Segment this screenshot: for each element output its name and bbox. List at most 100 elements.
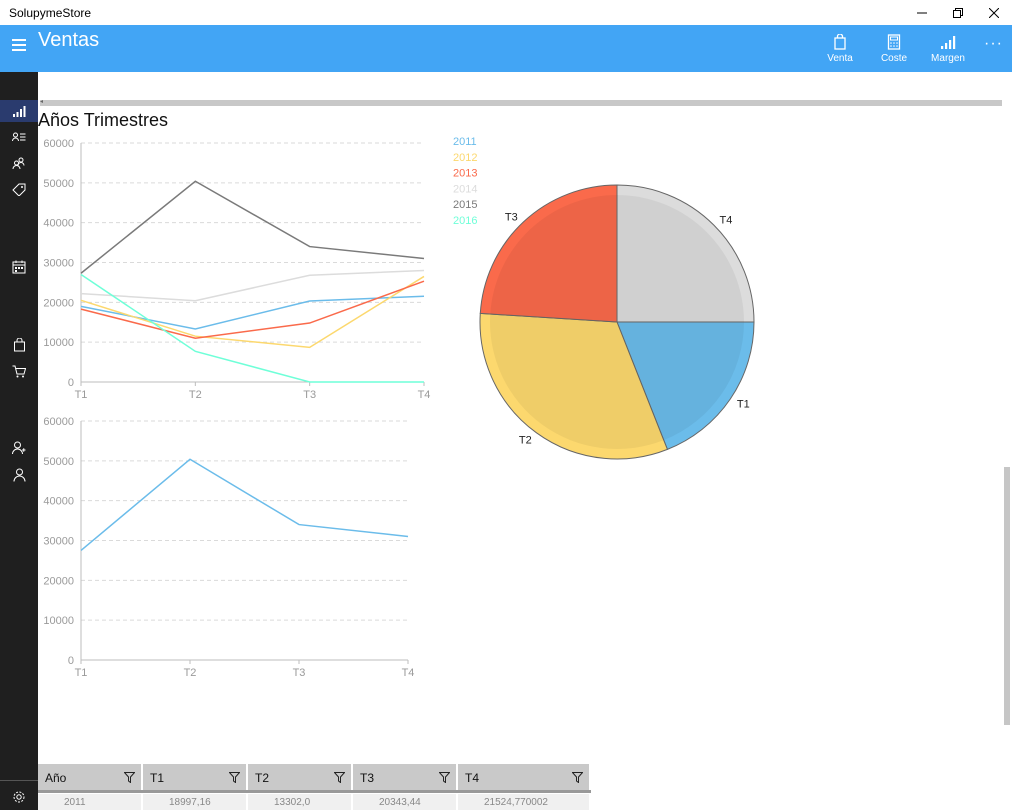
x-tick-label: T1 xyxy=(75,667,88,679)
table-cell[interactable]: 21524,770002 xyxy=(458,794,591,810)
column-header-label: Año xyxy=(45,771,67,785)
table-cell[interactable]: 2011 xyxy=(38,794,143,810)
y-tick-label: 10000 xyxy=(43,337,74,349)
chart-legend: 2011 2012 2013 2014 2015 2016 xyxy=(453,136,477,227)
hamburger-icon xyxy=(12,39,26,51)
shopping-bag-icon xyxy=(834,34,846,50)
sidebar-divider xyxy=(0,780,38,781)
filter-icon[interactable] xyxy=(228,772,241,786)
sidebar-item-calendar[interactable] xyxy=(6,257,32,277)
pie-label-T4: T4 xyxy=(720,214,733,226)
y-tick-label: 0 xyxy=(68,377,74,389)
sidebar xyxy=(0,72,38,810)
pie-slice-T1 xyxy=(616,321,755,451)
filter-icon[interactable] xyxy=(123,772,136,786)
column-header-2[interactable]: T2 xyxy=(248,764,353,791)
sidebar-item-user[interactable] xyxy=(6,465,32,485)
y-tick-label: 30000 xyxy=(43,258,74,270)
y-tick-label: 50000 xyxy=(43,456,74,468)
pie-label-T3: T3 xyxy=(505,211,518,223)
table-cell[interactable]: 20343,44 xyxy=(353,794,458,810)
section-title: Años Trimestres xyxy=(38,110,169,130)
main-content: ◂ Años Trimestres 0 10000 20000 30000 40000 5… xyxy=(38,72,1012,810)
sidebar-item-contacts[interactable] xyxy=(6,127,32,147)
pie-slice-inner xyxy=(490,195,617,322)
legend-item-2014: 2014 xyxy=(453,183,477,195)
series-line-2015 xyxy=(80,180,425,274)
column-header-4[interactable]: T4 xyxy=(458,764,591,791)
pie-slice-inner xyxy=(490,314,664,449)
margen-label: Margen xyxy=(931,53,965,64)
scroll-left-icon[interactable]: ◂ xyxy=(40,99,44,105)
grid-scrollbar[interactable] xyxy=(38,790,591,793)
line-chart-single: 0 10000 20000 30000 40000 50000 60000 T1 T2 T3 T4 xyxy=(43,416,414,679)
table-cell[interactable]: 18997,16 xyxy=(143,794,248,810)
series-line-2014 xyxy=(80,269,425,302)
series-line-0 xyxy=(80,458,409,552)
sidebar-item-shopping[interactable] xyxy=(6,335,32,355)
y-tick-label: 60000 xyxy=(43,138,74,150)
margen-button[interactable]: Margen xyxy=(922,34,974,70)
calendar-icon xyxy=(12,260,26,274)
column-header-1[interactable]: T1 xyxy=(143,764,248,791)
close-icon xyxy=(989,7,999,18)
cart-icon xyxy=(12,365,26,377)
legend-item-2011: 2011 xyxy=(453,136,477,148)
column-header-0[interactable]: Año xyxy=(38,764,143,791)
restore-button[interactable] xyxy=(940,0,976,25)
pie-slice-T4 xyxy=(616,184,755,323)
x-tick-label: T3 xyxy=(303,389,316,401)
x-tick-label: T3 xyxy=(293,667,306,679)
y-tick-label: 10000 xyxy=(43,615,74,627)
line-chart-years: 0 10000 20000 30000 40000 50000 60000 T1 T2 T3 T4 xyxy=(43,138,430,401)
contact-icon xyxy=(12,441,26,455)
y-tick-label: 50000 xyxy=(43,178,74,190)
y-tick-label: 20000 xyxy=(43,297,74,309)
coste-button[interactable]: Coste xyxy=(868,34,920,70)
legend-item-2012: 2012 xyxy=(453,152,477,164)
pie-slice-T2 xyxy=(479,312,669,460)
person-icon xyxy=(13,468,25,482)
filter-icon[interactable] xyxy=(333,772,346,786)
minimize-button[interactable] xyxy=(904,0,940,25)
pie-chart: T1 T2 T3 T4 xyxy=(479,184,755,460)
contact-list-icon xyxy=(12,132,26,142)
table-cell[interactable]: 13302,0 xyxy=(248,794,353,810)
hamburger-menu-button[interactable] xyxy=(8,35,30,55)
x-tick-label: T4 xyxy=(418,389,431,401)
column-header-label: T1 xyxy=(150,771,165,785)
x-tick-label: T2 xyxy=(184,667,197,679)
vertical-scrollbar[interactable] xyxy=(1004,467,1010,725)
horizontal-scrollbar[interactable] xyxy=(40,100,1002,106)
pie-slice-inner xyxy=(617,195,744,322)
column-header-label: T2 xyxy=(255,771,270,785)
pie-label-T2: T2 xyxy=(519,434,532,446)
people-icon xyxy=(12,157,25,169)
page-title: Ventas xyxy=(38,29,100,51)
x-tick-label: T1 xyxy=(75,389,88,401)
venta-button[interactable]: Venta xyxy=(814,34,866,70)
sidebar-item-ventas[interactable] xyxy=(0,100,38,122)
calculator-icon xyxy=(887,34,901,50)
series-line-2016 xyxy=(80,273,424,383)
sidebar-item-people[interactable] xyxy=(6,153,32,173)
x-tick-label: T2 xyxy=(189,389,202,401)
settings-icon xyxy=(13,791,25,803)
series-line-2012 xyxy=(80,275,425,349)
coste-label: Coste xyxy=(880,53,908,64)
y-tick-label: 30000 xyxy=(43,536,74,548)
column-header-label: T3 xyxy=(360,771,375,785)
column-header-3[interactable]: T3 xyxy=(353,764,458,791)
close-button[interactable] xyxy=(976,0,1012,25)
filter-icon[interactable] xyxy=(438,772,451,786)
sidebar-item-cart[interactable] xyxy=(6,361,32,381)
y-tick-label: 40000 xyxy=(43,496,74,508)
more-button[interactable]: ··· xyxy=(984,35,1003,52)
series-line-2013 xyxy=(80,280,425,339)
sidebar-item-contact[interactable] xyxy=(6,438,32,458)
shopping-bag-icon xyxy=(13,338,25,352)
sidebar-item-settings[interactable] xyxy=(6,787,32,807)
filter-icon[interactable] xyxy=(571,772,584,786)
sidebar-item-tags[interactable] xyxy=(6,179,32,199)
